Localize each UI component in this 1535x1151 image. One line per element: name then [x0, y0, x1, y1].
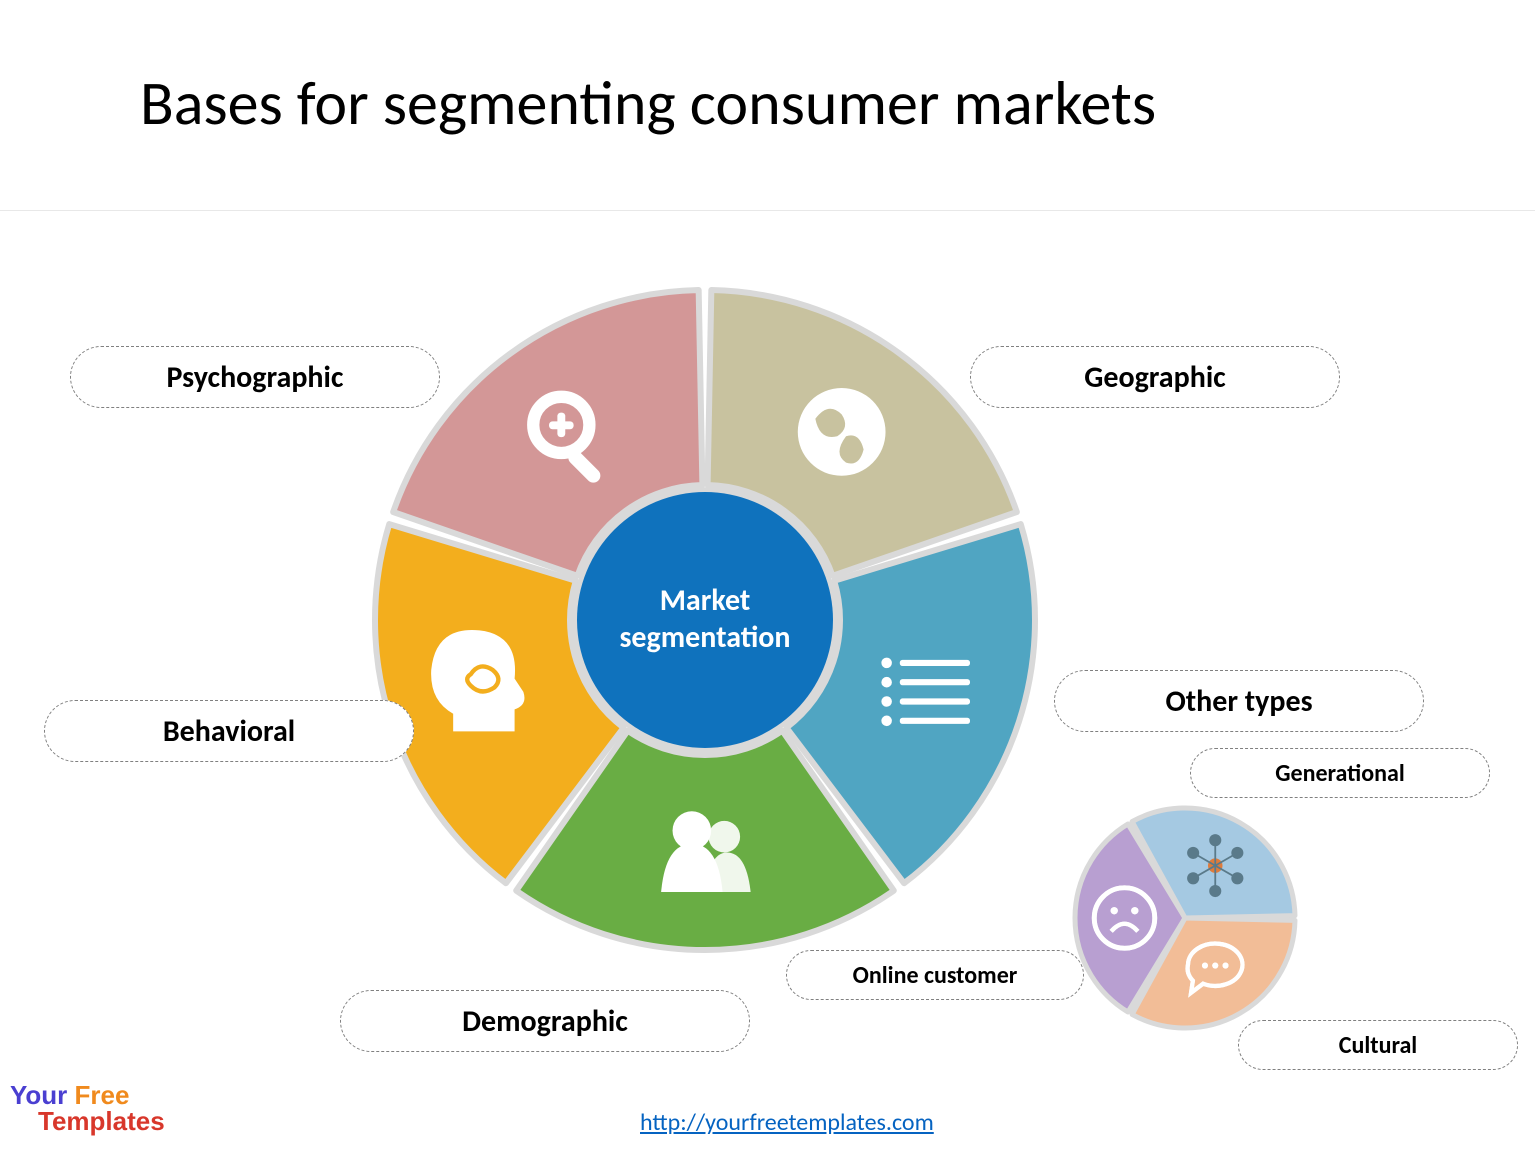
label-demographic: Demographic: [340, 990, 750, 1052]
globe-icon: [798, 388, 886, 476]
label-cultural: Cultural: [1238, 1020, 1518, 1070]
label-other-types: Other types: [1054, 670, 1424, 732]
brand-logo: Your Free Templates: [10, 1082, 165, 1134]
footer-link[interactable]: http://yourfreetemplates.com: [640, 1108, 934, 1137]
center-label-line2: segmentation: [619, 619, 790, 656]
donut-center-label: Market segmentation: [595, 582, 815, 656]
label-online-customer: Online customer: [786, 950, 1084, 1000]
mini-other-types-donut: [1066, 799, 1304, 1037]
label-generational: Generational: [1190, 748, 1490, 798]
label-geographic: Geographic: [970, 346, 1340, 408]
logo-word-templates: Templates: [38, 1106, 165, 1136]
label-behavioral: Behavioral: [44, 700, 414, 762]
page-title: Bases for segmenting consumer markets: [140, 65, 1156, 141]
label-psychographic: Psychographic: [70, 346, 440, 408]
header-divider: [0, 210, 1535, 211]
center-label-line1: Market: [660, 582, 751, 619]
